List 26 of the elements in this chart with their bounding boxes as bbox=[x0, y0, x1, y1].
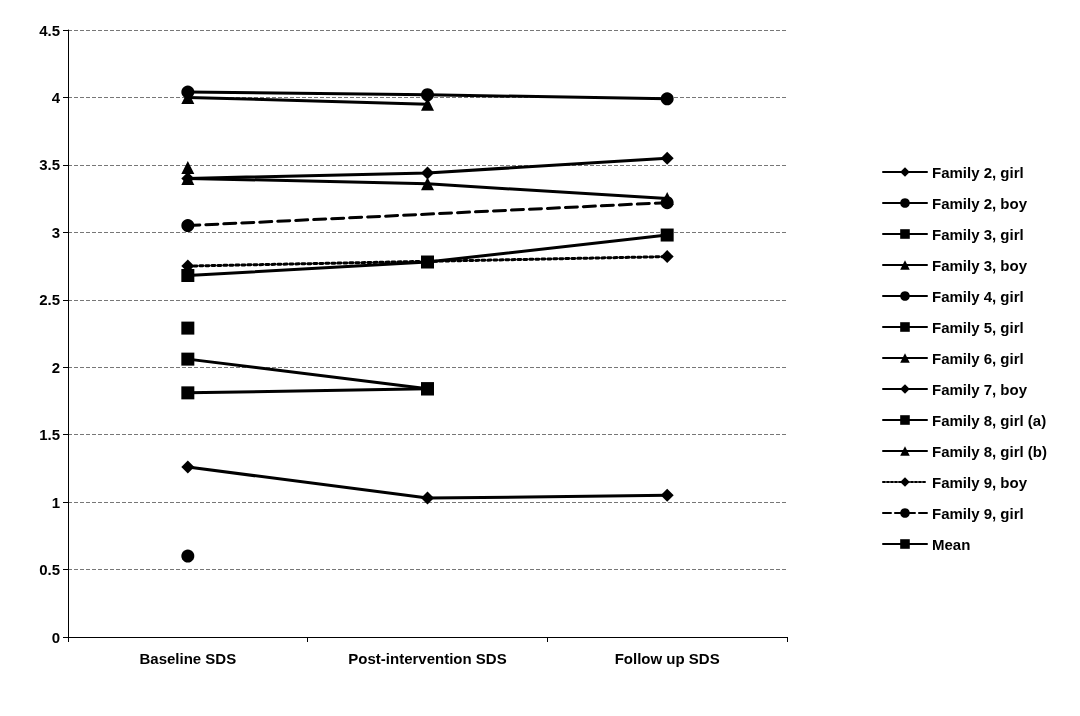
y-tick-label: 2.5 bbox=[39, 291, 60, 309]
y-tick-label: 4.5 bbox=[39, 21, 60, 39]
legend-label: Family 8, girl (b) bbox=[931, 442, 1048, 460]
legend-label: Family 7, boy bbox=[931, 380, 1028, 398]
x-tick-label: Follow up SDS bbox=[614, 650, 720, 667]
legend-label: Family 6, girl bbox=[931, 349, 1024, 367]
legend-label: Family 9, girl bbox=[931, 504, 1024, 522]
y-tick-label: 1 bbox=[51, 493, 60, 511]
legend-label: Family 2, boy bbox=[931, 194, 1028, 212]
y-tick-label: 0.5 bbox=[39, 561, 60, 579]
y-tick-label: 0 bbox=[51, 628, 60, 646]
legend-label: Family 4, girl bbox=[931, 287, 1024, 305]
legend-label: Family 2, girl bbox=[931, 163, 1024, 181]
legend-label: Family 8, girl (a) bbox=[931, 411, 1047, 429]
legend-label: Family 3, boy bbox=[931, 256, 1028, 274]
legend-label: Mean bbox=[931, 535, 971, 553]
legend-label: Family 9, boy bbox=[931, 473, 1028, 491]
y-tick-label: 3.5 bbox=[39, 156, 60, 174]
y-tick-label: 3 bbox=[51, 223, 60, 241]
y-tick-label: 2 bbox=[51, 358, 60, 376]
legend-label: Family 3, girl bbox=[931, 225, 1024, 243]
x-tick-label: Post-intervention SDS bbox=[348, 650, 507, 667]
y-tick-label: 4 bbox=[51, 88, 61, 106]
legend-label: Family 5, girl bbox=[931, 318, 1024, 336]
x-tick-label: Baseline SDS bbox=[139, 650, 237, 667]
y-tick-label: 1.5 bbox=[39, 426, 60, 444]
